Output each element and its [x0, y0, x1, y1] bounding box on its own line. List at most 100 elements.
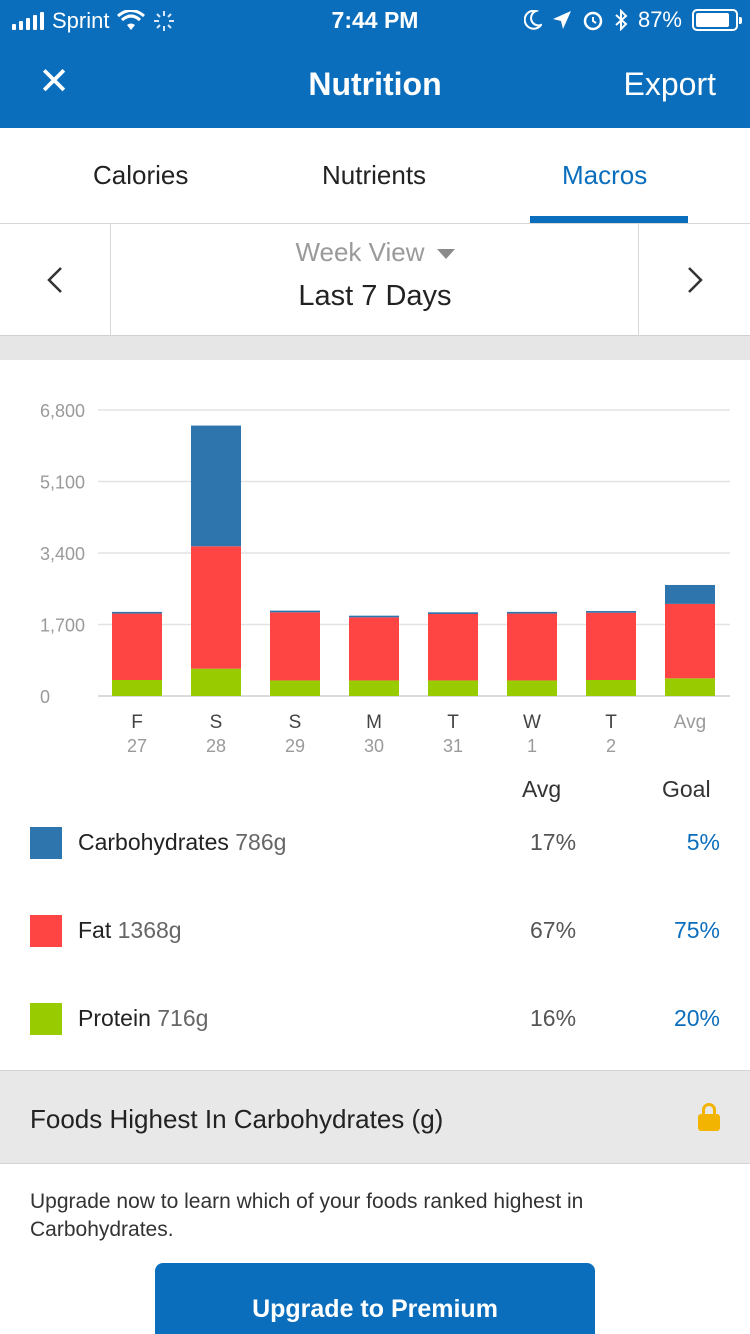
bar-segment-carbohydrates — [665, 584, 715, 604]
x-day-label: 2 — [606, 736, 616, 756]
x-tick-label: M — [366, 712, 382, 733]
week-view-label: Week View — [295, 237, 425, 267]
nav-bar: ✕ Nutrition Export — [0, 40, 750, 128]
goal-column-header: Goal — [662, 776, 711, 802]
x-day-label: 29 — [285, 736, 305, 756]
y-tick-label: 1,700 — [40, 616, 85, 636]
x-tick-label: F — [131, 712, 143, 733]
x-day-label: 1 — [527, 736, 537, 756]
bar-segment-carbohydrates — [191, 425, 241, 547]
wifi-icon — [117, 10, 146, 30]
legend-row-carbohydrates: Carbohydrates 786g 17% 5% — [0, 815, 750, 875]
x-tick-label: S — [289, 712, 302, 733]
legend-row-fat: Fat 1368g 67% 75% — [0, 903, 750, 963]
previous-week-button[interactable] — [0, 224, 111, 336]
avg-column-header: Avg — [522, 776, 562, 802]
close-icon[interactable]: ✕ — [38, 61, 70, 103]
bar-segment-fat — [665, 603, 715, 679]
legend-avg: 16% — [530, 1005, 577, 1031]
y-tick-label: 3,400 — [40, 544, 85, 564]
bar-segment-fat — [428, 613, 478, 681]
x-day-label: 31 — [443, 736, 463, 756]
bar-segment-carbohydrates — [507, 611, 557, 614]
lock-icon — [698, 1103, 720, 1131]
status-bar: Sprint 7:44 PM 87% — [0, 0, 750, 40]
x-day-label: 27 — [127, 736, 147, 756]
date-range-label: Last 7 Days — [298, 280, 452, 312]
legend-goal[interactable]: 75% — [673, 917, 720, 943]
legend-avg: 17% — [530, 829, 577, 855]
x-tick-label: S — [210, 712, 223, 733]
legend-grams: 1368g — [117, 917, 182, 943]
location-icon — [552, 11, 571, 29]
bar-segment-carbohydrates — [270, 610, 320, 613]
legend-avg: 67% — [530, 917, 577, 943]
bar-segment-fat — [507, 613, 557, 681]
tab-bar: Calories Nutrients Macros — [0, 128, 750, 224]
page-title: Nutrition — [308, 66, 442, 102]
bar-segment-protein — [586, 680, 636, 696]
next-week-button[interactable] — [638, 224, 750, 336]
legend-goal[interactable]: 20% — [673, 1005, 720, 1031]
bar-segment-protein — [428, 680, 478, 696]
x-tick-label: W — [523, 712, 541, 733]
section-divider — [0, 336, 750, 360]
legend-name: Carbohydrates — [78, 829, 229, 855]
x-tick-label: T — [447, 712, 459, 733]
bar-segment-protein — [507, 680, 557, 696]
bar-segment-carbohydrates — [428, 612, 478, 614]
y-tick-label: 6,800 — [40, 401, 85, 421]
upgrade-message: Upgrade now to learn which of your foods… — [30, 1190, 584, 1241]
carrier-label: Sprint — [52, 8, 110, 33]
upgrade-to-premium-button[interactable]: Upgrade to Premium — [155, 1263, 595, 1334]
carbohydrates-swatch — [30, 827, 62, 859]
legend-name: Fat — [78, 917, 112, 943]
y-tick-label: 0 — [40, 687, 50, 707]
battery-percent: 87% — [637, 7, 682, 32]
legend-goal[interactable]: 5% — [686, 829, 720, 855]
signal-icon — [12, 12, 44, 30]
legend-row-protein: Protein 716g 16% 20% — [0, 991, 750, 1051]
bar-segment-carbohydrates — [112, 611, 162, 614]
protein-swatch — [30, 1003, 62, 1035]
x-day-label: 30 — [364, 736, 384, 756]
export-button[interactable]: Export — [623, 66, 716, 102]
bar-segment-carbohydrates — [349, 615, 399, 618]
y-tick-label: 5,100 — [40, 473, 85, 493]
active-tab-indicator — [530, 216, 688, 223]
bar-segment-protein — [349, 680, 399, 696]
fat-swatch — [30, 915, 62, 947]
moon-icon — [523, 10, 542, 30]
bar-segment-fat — [349, 617, 399, 681]
x-day-label: 28 — [206, 736, 226, 756]
caret-down-icon — [436, 249, 455, 260]
bar-segment-protein — [270, 680, 320, 696]
week-view-dropdown[interactable]: Week View — [0, 237, 750, 268]
tab-nutrients[interactable]: Nutrients — [322, 160, 427, 190]
bar-segment-protein — [112, 680, 162, 696]
legend-grams: 786g — [235, 829, 287, 855]
macros-bar-chart: 6,800 5,100 3,400 1,700 0 F 27 S 28 S 29 M 30 T 31 W 1 T 2… — [40, 401, 730, 756]
bar-segment-fat — [586, 612, 636, 681]
chevron-right-icon — [687, 267, 703, 293]
bar-segment-fat — [191, 546, 241, 669]
battery-icon — [692, 9, 742, 31]
foods-section-title: Foods Highest In Carbohydrates (g) — [30, 1104, 444, 1134]
status-time: 7:44 PM — [331, 7, 419, 33]
x-tick-label: Avg — [674, 712, 706, 733]
loading-icon — [154, 11, 175, 31]
bar-segment-fat — [270, 612, 320, 681]
legend-grams: 716g — [157, 1005, 209, 1031]
tab-calories[interactable]: Calories — [93, 160, 189, 190]
top-bar: Sprint 7:44 PM 87% — [0, 0, 750, 128]
bar-segment-fat — [112, 613, 162, 681]
week-selector: Week View Last 7 Days — [0, 224, 750, 336]
tab-macros[interactable]: Macros — [562, 160, 648, 190]
bluetooth-icon — [615, 9, 628, 31]
chevron-left-icon — [47, 267, 62, 293]
alarm-icon — [583, 11, 603, 31]
bar-segment-carbohydrates — [586, 611, 636, 613]
foods-section-header: Foods Highest In Carbohydrates (g) — [0, 1070, 750, 1164]
bar-segment-protein — [665, 678, 715, 696]
bar-segment-protein — [191, 668, 241, 696]
